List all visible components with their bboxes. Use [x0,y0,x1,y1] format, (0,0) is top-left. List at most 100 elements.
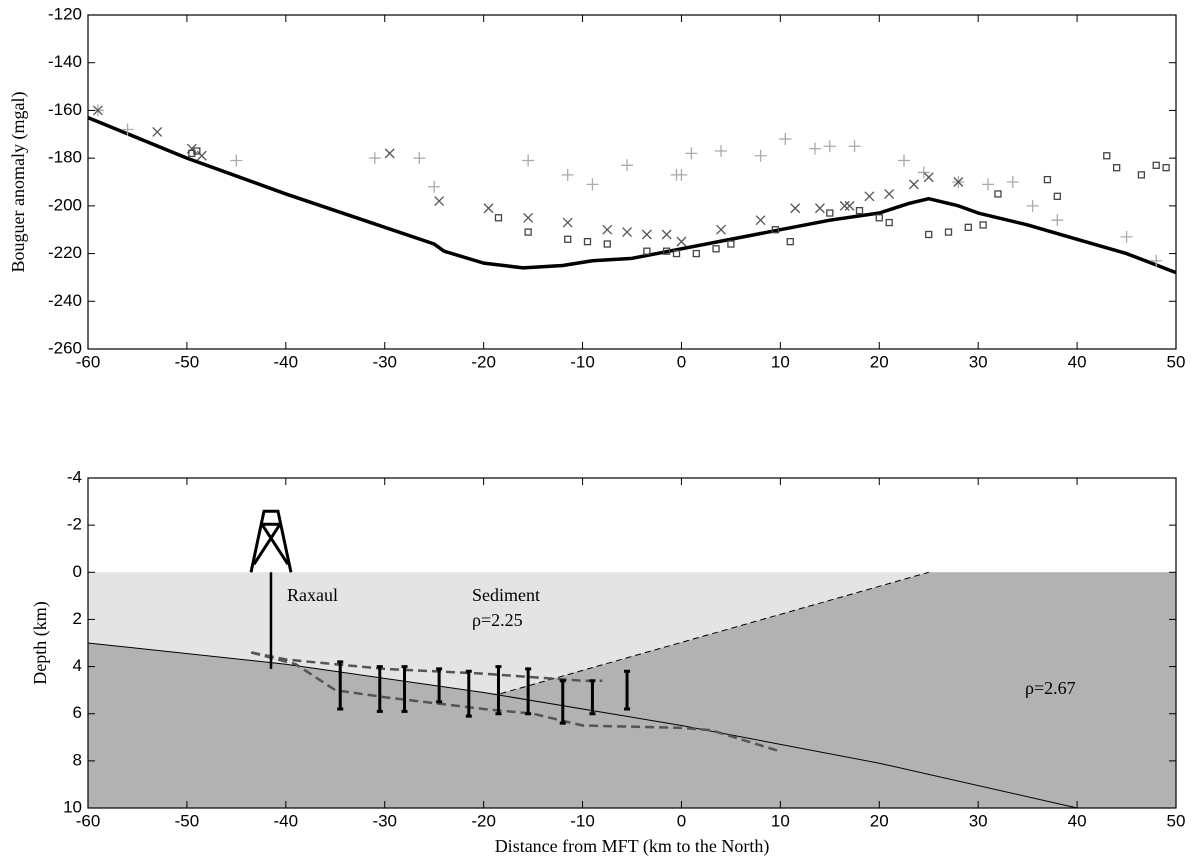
error-bar [495,665,502,716]
plus-marker [1006,176,1019,188]
x-tick-label: -40 [274,352,299,371]
y-tick-label: -140 [48,52,82,71]
cross-marker [523,212,534,223]
y-tick-label: -120 [48,4,82,23]
square-marker [1137,171,1146,179]
plus-marker [522,154,535,167]
derrick-icon [249,509,293,573]
plus-marker [586,178,599,191]
x-tick-label: 20 [870,811,889,830]
x-tick-label: 40 [1068,352,1087,371]
x-tick-label: -60 [76,811,101,830]
plus-marker [715,144,728,157]
square-marker [925,230,933,239]
plus-marker [1051,214,1064,227]
square-marker [875,214,883,222]
error-bar [589,679,596,716]
cross-marker [602,224,613,235]
error-bar [559,679,566,725]
plus-marker [823,140,836,153]
square-marker [583,237,592,246]
plus-marker [621,159,634,172]
square-marker [524,228,532,236]
square-marker [771,226,780,234]
error-bar [376,665,383,713]
plus-marker [1150,254,1163,267]
plus-marker [685,147,698,160]
annotation: ρ=2.67 [1025,678,1076,698]
error-bar [436,667,443,704]
sediment-edge [500,571,929,695]
cross-marker [562,217,573,228]
plus-marker [982,178,995,191]
y-tick-label: -4 [67,467,82,486]
plus-marker [368,152,381,165]
plus-marker [917,166,930,179]
x-tick-label: -20 [471,352,496,371]
annotation: ρ=2.25 [472,610,523,630]
cross-marker [844,200,855,211]
profile-line [250,651,603,682]
basement-top [87,642,1078,809]
square-marker [885,218,893,227]
square-marker [727,240,735,248]
plus-marker [1026,199,1039,212]
square-marker [712,245,720,253]
y-axis-label: Depth (km) [30,601,51,684]
cross-marker [839,200,850,211]
square-marker [494,214,503,222]
plus-marker [121,123,134,136]
y-tick-label: -260 [48,338,82,357]
error-bar [401,665,408,713]
square-marker [1113,164,1121,172]
error-bar [337,660,344,711]
square-marker [826,209,834,217]
y-tick-label: -200 [48,195,82,214]
x-tick-label: -50 [175,811,200,830]
x-tick-label: 30 [969,352,988,371]
cross-marker [434,196,445,207]
plus-marker [848,140,861,153]
cross-marker [676,236,687,247]
x-tick-label: -30 [372,352,397,371]
plus-marker [779,133,792,146]
plus-marker [561,168,574,181]
x-tick-label: -10 [570,352,595,371]
y-axis-label: Bouguer anomaly (mgal) [8,92,29,273]
y-tick-label: -220 [48,243,82,262]
x-tick-label: 40 [1068,811,1087,830]
plus-marker [808,142,821,155]
x-tick-label: 50 [1167,811,1186,830]
plus-marker [1120,230,1133,243]
square-marker [564,235,572,243]
square-marker [786,237,794,246]
plus-marker [754,149,767,162]
y-tick-label: -240 [48,291,82,310]
y-tick-label: -180 [48,148,82,167]
x-tick-label: 0 [677,352,686,371]
cross-marker [908,179,919,190]
cross-marker [92,105,103,116]
square-marker [692,249,700,258]
cross-marker [864,191,875,202]
square-marker [1043,175,1052,184]
square-marker [964,223,972,231]
cross-marker [641,229,652,240]
y-tick-label: 4 [73,656,82,675]
cross-marker [814,203,825,214]
cross-marker [755,215,766,226]
cross-marker [152,126,163,137]
square-marker [979,221,987,229]
cross-marker [884,188,895,199]
cross-marker [923,172,934,183]
plus-marker [428,180,441,193]
y-tick-label: 8 [73,750,82,769]
x-tick-label: 10 [771,352,790,371]
square-marker [643,247,651,255]
y-tick-label: 6 [73,703,82,722]
cross-marker [384,148,395,159]
square-marker [1152,161,1160,169]
y-tick-label: -2 [67,515,82,534]
square-marker [672,249,681,258]
square-marker [1162,164,1170,172]
